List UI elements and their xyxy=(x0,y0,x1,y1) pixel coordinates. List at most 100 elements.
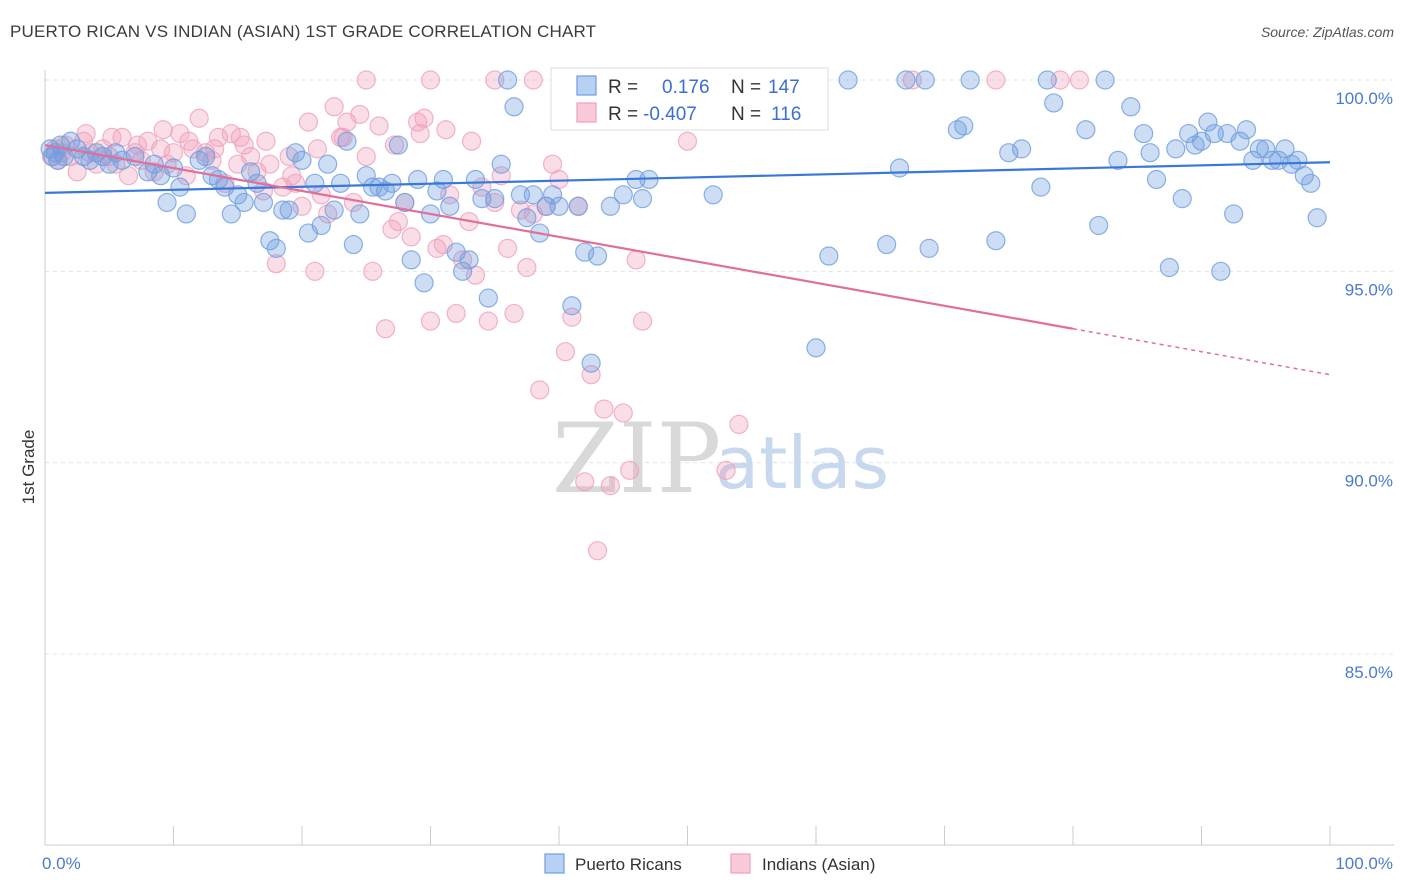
data-point xyxy=(337,131,357,151)
data-point xyxy=(127,135,148,155)
data-point xyxy=(498,238,518,258)
chart-title: PUERTO RICAN VS INDIAN (ASIAN) 1ST GRADE… xyxy=(10,22,597,41)
watermark-zip: ZIP xyxy=(552,403,721,515)
data-point xyxy=(594,399,614,419)
data-point xyxy=(523,185,543,205)
data-point xyxy=(189,108,209,128)
data-point xyxy=(99,154,119,174)
data-point xyxy=(343,234,363,255)
trend-line-indians-extension xyxy=(1072,327,1331,376)
data-point xyxy=(613,185,633,205)
data-point xyxy=(542,185,563,205)
data-point xyxy=(253,192,274,213)
data-point xyxy=(228,185,248,205)
data-point xyxy=(350,104,370,125)
data-point xyxy=(562,296,582,316)
data-point xyxy=(356,146,376,167)
data-point xyxy=(485,189,505,209)
axes xyxy=(44,70,1394,846)
data-point xyxy=(1069,70,1090,90)
data-point xyxy=(1172,189,1192,209)
data-point xyxy=(369,116,389,136)
data-point xyxy=(1294,166,1314,186)
data-point xyxy=(1249,139,1269,159)
data-point xyxy=(420,311,441,331)
x-tick-label: 100.0% xyxy=(1335,854,1393,873)
data-point xyxy=(575,242,595,262)
data-point xyxy=(208,127,229,147)
data-point xyxy=(1089,215,1109,236)
data-point xyxy=(363,261,383,281)
data-point xyxy=(581,365,601,385)
data-point xyxy=(613,403,633,423)
data-point xyxy=(1268,150,1289,170)
data-point xyxy=(382,173,402,193)
data-point xyxy=(318,154,338,174)
data-point xyxy=(1262,150,1282,170)
data-point xyxy=(266,254,286,274)
data-point xyxy=(1166,139,1186,159)
data-point xyxy=(632,189,653,209)
watermark-atlas: atlas xyxy=(715,421,889,505)
data-point xyxy=(170,177,190,197)
data-point xyxy=(1230,131,1250,151)
stats-pink-n-label: N = xyxy=(731,104,761,125)
data-point xyxy=(716,460,736,480)
data-point xyxy=(256,131,276,151)
y-tick-labels: 100.0% 95.0% 90.0% 85.0% xyxy=(1335,89,1393,682)
data-point xyxy=(157,192,177,213)
data-point xyxy=(333,127,353,147)
data-point xyxy=(465,169,486,190)
data-point xyxy=(324,200,344,220)
data-point xyxy=(153,120,173,140)
data-point xyxy=(919,238,939,258)
data-point xyxy=(446,303,466,324)
data-point xyxy=(1108,150,1128,170)
data-point xyxy=(517,208,537,228)
data-point xyxy=(632,311,653,331)
data-point xyxy=(279,200,299,220)
data-point xyxy=(102,127,122,147)
data-point xyxy=(1211,261,1231,281)
data-point xyxy=(80,150,100,170)
legend-swatch-puerto-ricans xyxy=(544,853,565,874)
stats-pink-n-value: 116 xyxy=(771,104,801,125)
stats-pink-r-value: -0.407 xyxy=(643,104,697,125)
data-point xyxy=(440,196,460,216)
data-point xyxy=(1307,208,1327,228)
source-label: Source: ZipAtlas.com xyxy=(1260,24,1394,40)
data-point xyxy=(459,250,479,270)
data-point xyxy=(478,288,498,308)
data-point xyxy=(410,123,430,144)
data-point xyxy=(954,116,974,136)
data-point xyxy=(76,123,96,144)
data-point xyxy=(401,227,421,247)
data-point xyxy=(282,166,302,186)
data-point xyxy=(504,303,524,324)
legend: Puerto Ricans Indians (Asian) xyxy=(544,853,875,874)
data-point xyxy=(408,169,428,190)
data-point xyxy=(324,97,344,117)
data-point xyxy=(568,196,588,216)
data-point xyxy=(363,177,383,197)
data-point xyxy=(877,234,897,255)
y-tick-label: 95.0% xyxy=(1345,280,1393,299)
data-point xyxy=(491,166,511,186)
data-point xyxy=(889,158,910,178)
y-tick-label: 85.0% xyxy=(1345,663,1393,682)
data-point xyxy=(1031,177,1051,197)
data-point xyxy=(330,173,351,193)
data-point xyxy=(562,307,582,327)
data-point xyxy=(581,353,601,373)
data-point xyxy=(806,338,826,358)
stats-pink-swatch xyxy=(576,102,597,123)
data-point xyxy=(600,196,621,216)
y-axis-label: 1st Grade xyxy=(19,430,38,505)
data-point xyxy=(587,541,608,561)
data-point xyxy=(420,70,441,90)
data-point xyxy=(375,319,396,339)
data-point xyxy=(478,311,498,331)
data-point xyxy=(292,150,312,170)
data-point xyxy=(305,173,325,193)
